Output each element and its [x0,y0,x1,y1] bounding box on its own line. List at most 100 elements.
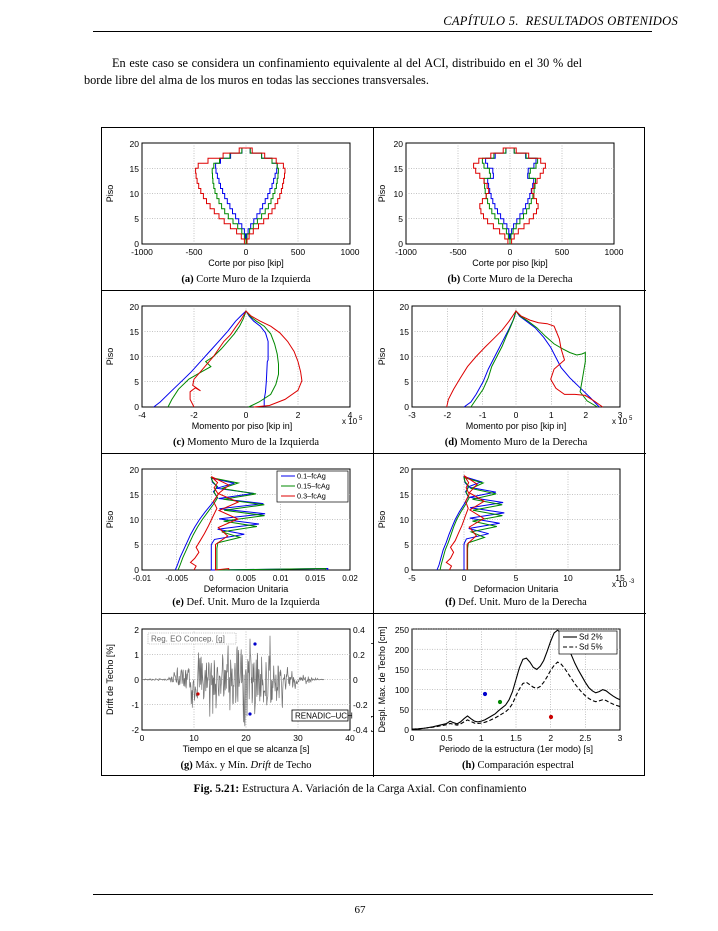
svg-text:200: 200 [395,645,409,655]
svg-text:Piso: Piso [105,185,115,203]
svg-text:Reg. EO Concep. [g]: Reg. EO Concep. [g] [151,635,225,644]
svg-text:5: 5 [404,540,409,550]
svg-text:0.005: 0.005 [236,574,257,583]
svg-text:Tiempo en el que se alcanza [s: Tiempo en el que se alcanza [s] [183,744,310,754]
svg-text:10: 10 [394,189,404,199]
svg-text:5: 5 [514,573,519,583]
svg-text:2.5: 2.5 [579,733,591,743]
svg-text:(a) Corte Muro de la Izquierda: (a) Corte Muro de la Izquierda [181,274,311,285]
svg-text:5: 5 [134,377,139,387]
svg-text:-3: -3 [629,579,635,585]
svg-text:0: 0 [462,573,467,583]
svg-text:20: 20 [130,465,140,475]
svg-text:(b) Corte Muro de la Derecha: (b) Corte Muro de la Derecha [447,274,572,285]
svg-text:15: 15 [400,490,410,500]
svg-text:5: 5 [404,377,409,387]
svg-text:-1000: -1000 [395,247,417,257]
svg-text:0.02: 0.02 [342,574,358,583]
svg-text:10: 10 [400,515,410,525]
svg-text:5: 5 [629,416,633,422]
svg-text:-1000: -1000 [131,247,153,257]
svg-text:0.15–fcAg: 0.15–fcAg [297,482,330,491]
svg-text:3: 3 [618,733,623,743]
svg-text:-0.4: -0.4 [353,725,368,735]
svg-text:Corte por piso [kip]: Corte por piso [kip] [208,258,284,268]
svg-text:15: 15 [400,327,410,337]
svg-text:0: 0 [353,675,358,685]
svg-text:10: 10 [130,515,140,525]
svg-text:2: 2 [296,410,301,420]
svg-text:Piso: Piso [105,511,115,529]
svg-text:(c) Momento Muro de la Izquier: (c) Momento Muro de la Izquierda [173,437,319,448]
svg-text:10: 10 [130,189,140,199]
svg-text:30: 30 [293,733,303,743]
svg-text:(f) Def. Unit. Muro de la Dere: (f) Def. Unit. Muro de la Derecha [445,597,587,608]
svg-text:(d) Momento Muro de la Derecha: (d) Momento Muro de la Derecha [445,437,588,448]
svg-text:20: 20 [130,139,140,149]
svg-text:5: 5 [134,540,139,550]
svg-text:20: 20 [400,302,410,312]
svg-text:0: 0 [244,410,249,420]
svg-text:0.2: 0.2 [353,650,365,660]
svg-text:0.015: 0.015 [305,574,326,583]
svg-text:100: 100 [395,685,409,695]
svg-text:Periodo de la estructura (1er: Periodo de la estructura (1er modo) [s] [439,744,593,754]
svg-text:-0.2: -0.2 [353,700,368,710]
svg-text:0: 0 [209,574,214,583]
svg-text:15: 15 [394,164,404,174]
svg-text:0: 0 [404,725,409,735]
svg-text:Drift de Techo [%]: Drift de Techo [%] [105,644,115,715]
svg-text:-4: -4 [138,410,146,420]
svg-text:-500: -500 [449,247,466,257]
svg-text:x 10: x 10 [612,417,628,426]
svg-text:0: 0 [410,733,415,743]
svg-text:Deformacion Unitaria: Deformacion Unitaria [474,584,559,594]
svg-text:2: 2 [134,625,139,635]
svg-text:0: 0 [134,675,139,685]
svg-text:(h) Comparación espectral: (h) Comparación espectral [462,760,574,771]
svg-text:0.4: 0.4 [353,625,365,635]
svg-text:20: 20 [394,139,404,149]
svg-text:0: 0 [508,247,513,257]
svg-text:0: 0 [140,733,145,743]
svg-text:-2: -2 [444,410,452,420]
svg-text:5: 5 [359,416,363,422]
svg-text:150: 150 [395,665,409,675]
svg-text:1: 1 [134,650,139,660]
svg-text:Piso: Piso [105,348,115,366]
svg-text:-2: -2 [131,725,139,735]
svg-text:Piso: Piso [377,348,387,366]
svg-text:Corte por piso [kip]: Corte por piso [kip] [472,258,548,268]
svg-text:20: 20 [400,465,410,475]
svg-text:Momento por piso [kip in]: Momento por piso [kip in] [466,421,567,431]
svg-text:5: 5 [134,214,139,224]
svg-text:Despl. Max. de Techo [cm]: Despl. Max. de Techo [cm] [377,627,387,733]
svg-text:0.01: 0.01 [273,574,289,583]
svg-text:1: 1 [479,733,484,743]
svg-text:-0.01: -0.01 [133,574,152,583]
svg-text:-2: -2 [190,410,198,420]
svg-text:Deformacion Unitaria: Deformacion Unitaria [204,584,289,594]
svg-text:RENADIC–UCH: RENADIC–UCH [295,712,353,721]
svg-text:(g) Máx. y Mín. Drift de Techo: (g) Máx. y Mín. Drift de Techo [181,760,312,771]
svg-text:1.5: 1.5 [510,733,522,743]
svg-text:5: 5 [398,214,403,224]
svg-text:x 10: x 10 [612,580,628,589]
svg-text:10: 10 [563,573,573,583]
svg-text:500: 500 [555,247,569,257]
svg-text:10: 10 [130,352,140,362]
svg-text:20: 20 [241,733,251,743]
svg-text:-1: -1 [479,410,487,420]
svg-text:Sd 5%: Sd 5% [579,643,603,652]
svg-text:1: 1 [549,410,554,420]
svg-text:0.5: 0.5 [441,733,453,743]
svg-text:0.1–fcAg: 0.1–fcAg [297,472,326,481]
svg-text:20: 20 [130,302,140,312]
svg-text:-500: -500 [185,247,202,257]
svg-text:-0.005: -0.005 [165,574,188,583]
svg-text:50: 50 [400,705,410,715]
svg-text:250: 250 [395,625,409,635]
svg-text:15: 15 [130,327,140,337]
svg-text:-1: -1 [131,700,139,710]
svg-text:0.3–fcAg: 0.3–fcAg [297,492,326,501]
